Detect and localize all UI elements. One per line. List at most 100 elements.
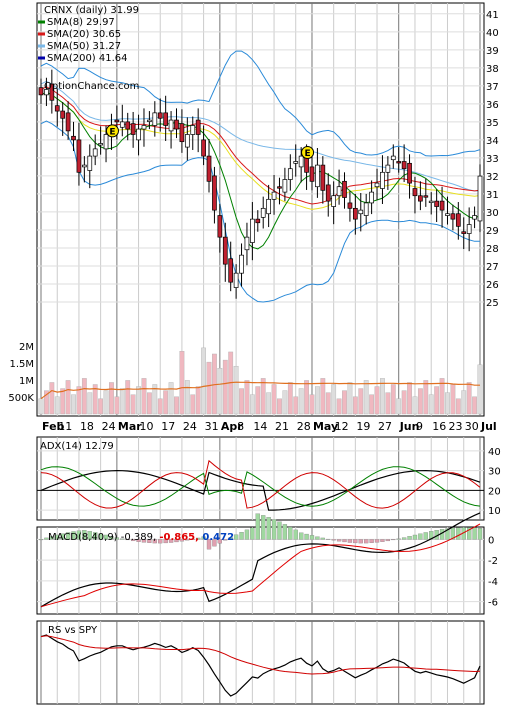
volume-bar: [131, 395, 135, 414]
candle-body: [445, 214, 449, 216]
price-tick-label: 37: [486, 82, 499, 93]
macd-histogram-bar: [364, 539, 368, 543]
candle-body: [104, 134, 108, 148]
macd-histogram-bar: [343, 539, 347, 541]
adx-tick-label: 30: [488, 467, 501, 478]
volume-bar: [397, 399, 401, 414]
macd-histogram-bar: [240, 532, 244, 539]
volume-bar: [261, 378, 265, 414]
price-tick-label: 32: [486, 172, 499, 183]
candle-body: [348, 203, 352, 208]
candle-body: [386, 165, 390, 172]
x-tick-label: 11: [58, 420, 72, 433]
candle-body: [343, 181, 347, 197]
volume-bar: [364, 380, 368, 414]
volume-bar: [337, 399, 341, 414]
volume-bar: [55, 397, 59, 414]
macd-histogram-bar: [277, 522, 281, 540]
price-tick-label: 35: [486, 118, 499, 129]
price-tick-label: 27: [486, 262, 499, 273]
x-tick-label: 18: [80, 420, 94, 433]
macd-histogram-bar: [370, 539, 374, 542]
macd-histogram-bar: [299, 533, 303, 540]
candle-body: [424, 196, 428, 198]
candle-body: [126, 122, 130, 129]
candle-body: [402, 162, 406, 169]
macd-histogram-bar: [288, 527, 292, 539]
macd-histogram-bar: [267, 517, 271, 539]
volume-bar: [418, 389, 422, 414]
volume-bar: [283, 391, 287, 414]
volume-bar: [169, 382, 173, 414]
volume-bar: [104, 391, 108, 414]
x-tick-label: 23: [448, 420, 462, 433]
candle-body: [440, 201, 444, 210]
volume-bar: [82, 378, 86, 414]
volume-tick-label: 1.5M: [9, 359, 34, 370]
candle-body: [185, 134, 189, 147]
volume-bar: [407, 382, 411, 414]
candle-body: [435, 201, 439, 206]
candle-body: [55, 106, 59, 111]
candle-body: [142, 125, 146, 129]
legend-label: SMA(200) 41.64: [47, 53, 128, 64]
candle-body: [207, 156, 211, 181]
candle-body: [462, 232, 466, 234]
candle-body: [120, 122, 124, 127]
candle-body: [153, 113, 157, 126]
x-tick-label: 24: [183, 420, 197, 433]
price-tick-label: 39: [486, 46, 499, 57]
macd-histogram-bar: [478, 528, 482, 539]
adx-tick-label: 10: [488, 506, 501, 517]
volume-bar: [478, 365, 482, 414]
volume-bar: [147, 393, 151, 414]
candle-body: [72, 136, 76, 140]
macd-histogram-bar: [353, 539, 357, 542]
volume-bar: [60, 389, 64, 414]
volume-tick-label: 2M: [19, 342, 34, 353]
x-tick-label: 27: [378, 420, 392, 433]
volume-bar: [375, 387, 379, 414]
volume-bar: [136, 387, 140, 414]
volume-bar: [201, 348, 205, 414]
volume-bar: [434, 387, 438, 414]
volume-bar: [207, 362, 211, 414]
candle-body: [169, 120, 173, 131]
candle-body: [234, 273, 238, 287]
candle-body: [256, 219, 260, 223]
earnings-marker-label: E: [304, 149, 310, 159]
macd-histogram-bar: [402, 538, 406, 540]
candle-body: [267, 199, 271, 213]
x-tick-label: 9: [416, 420, 423, 433]
macd-histogram-bar: [272, 519, 276, 539]
chart-title: CRNX (daily) 31.99: [44, 5, 139, 16]
macd-histogram-bar: [375, 539, 379, 542]
volume-bar: [299, 389, 303, 414]
price-tick-label: 33: [486, 154, 499, 165]
macd-tick-label: -6: [488, 598, 498, 609]
volume-bar: [304, 380, 308, 414]
volume-bar: [424, 380, 428, 414]
candle-body: [196, 120, 200, 134]
adx-legend: ADX(14) 12.79: [40, 441, 114, 452]
price-tick-label: 30: [486, 208, 499, 219]
candle-body: [99, 143, 103, 145]
candle-body: [391, 156, 395, 160]
macd-histogram-bar: [283, 524, 287, 539]
macd-histogram-bar: [386, 539, 390, 540]
x-tick-label: 16: [432, 420, 446, 433]
x-tick-label: 24: [102, 420, 116, 433]
candle-body: [467, 225, 471, 234]
candle-body: [364, 203, 368, 216]
candle-body: [272, 192, 276, 199]
candle-body: [294, 162, 298, 164]
candle-body: [315, 165, 319, 187]
volume-bar: [191, 395, 195, 414]
price-tick-label: 34: [486, 136, 499, 147]
candle-body: [180, 124, 184, 142]
macd-histogram-bar: [315, 537, 319, 540]
x-tick-label: 8: [237, 420, 244, 433]
x-tick-label: 10: [140, 420, 154, 433]
candle-body: [137, 129, 141, 140]
volume-bar: [294, 397, 298, 414]
